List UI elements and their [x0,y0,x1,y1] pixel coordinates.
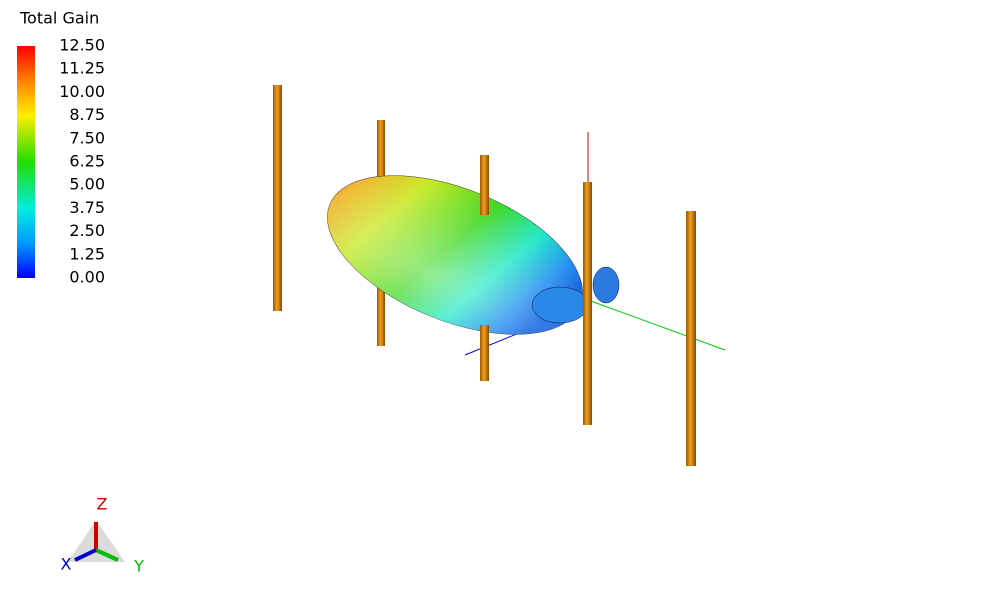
back-lobe [592,266,620,304]
legend-tick-label: 12.50 [59,36,105,55]
triad-label-y: Y [133,557,144,576]
rod [583,182,592,425]
legend-title: Total Gain [19,9,99,28]
triad-x [74,548,97,562]
rod [686,211,696,466]
rod-front-part [480,155,489,215]
color-bar [17,46,35,278]
side-lobe [531,286,589,324]
legend-tick-label: 3.75 [69,198,105,217]
legend-tick-label: 7.50 [69,128,105,147]
legend-tick-label: 5.00 [69,175,105,194]
triad-y [95,548,119,562]
legend-tick-label: 11.25 [59,59,105,78]
triad-label-x: X [61,555,72,574]
lobe-shading [327,175,583,335]
axis-triad: Z Y X [61,495,145,576]
legend-tick-label: 2.50 [69,221,105,240]
legend: Total Gain 12.50 11.25 10.00 8.75 7.50 6.25 5.… [17,9,105,287]
triad-label-z: Z [97,495,108,514]
rod-front-part [480,325,489,381]
legend-tick-label: 0.00 [69,268,105,287]
legend-tick-label: 8.75 [69,105,105,124]
legend-tick-label: 1.25 [69,244,105,263]
rod [273,85,282,311]
legend-tick-label: 6.25 [69,152,105,171]
axis-line-y [587,299,726,351]
legend-tick-label: 10.00 [59,82,105,101]
scene [273,85,726,466]
